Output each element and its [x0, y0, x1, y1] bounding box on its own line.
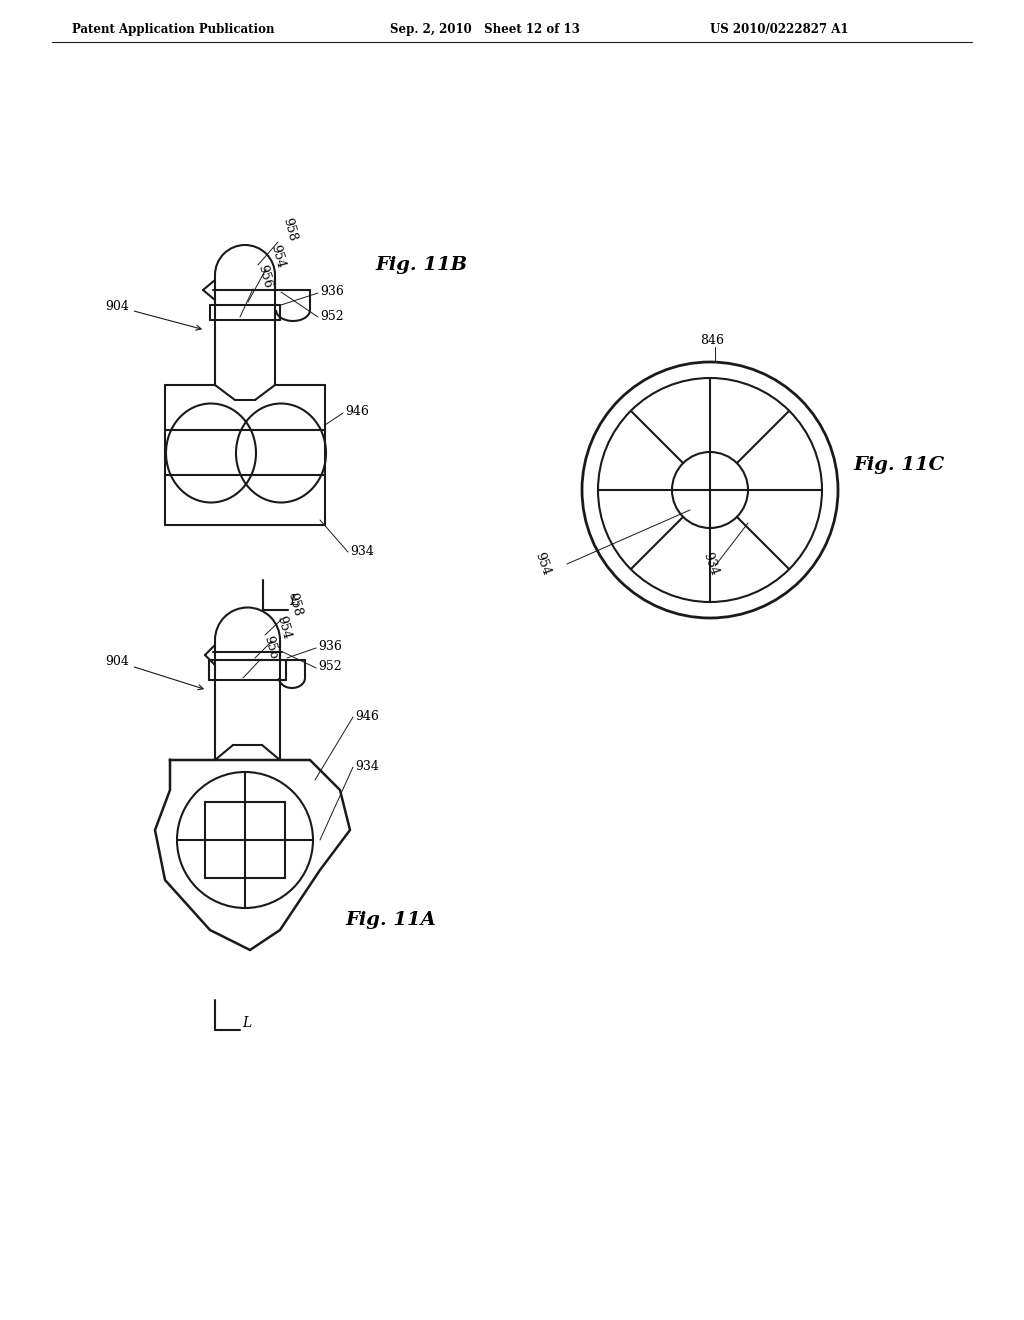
Text: 954: 954 — [268, 244, 287, 271]
Text: L: L — [242, 1016, 251, 1030]
Text: 956: 956 — [261, 635, 280, 661]
Text: 954: 954 — [532, 550, 552, 577]
Text: 958: 958 — [285, 591, 304, 618]
Text: 904: 904 — [105, 655, 203, 689]
Text: Fig. 11C: Fig. 11C — [853, 455, 944, 474]
Text: 956: 956 — [255, 264, 273, 290]
Text: 936: 936 — [319, 285, 344, 298]
Text: Patent Application Publication: Patent Application Publication — [72, 22, 274, 36]
Text: 946: 946 — [345, 405, 369, 418]
Text: Fig. 11A: Fig. 11A — [345, 911, 436, 929]
Text: Fig. 11B: Fig. 11B — [375, 256, 467, 275]
Text: 936: 936 — [318, 640, 342, 653]
Bar — [205, 803, 285, 878]
Text: 946: 946 — [355, 710, 379, 723]
Text: 952: 952 — [318, 660, 342, 673]
Text: 934: 934 — [700, 550, 720, 577]
Text: 904: 904 — [105, 300, 201, 330]
Text: 934: 934 — [350, 545, 374, 558]
Text: US 2010/0222827 A1: US 2010/0222827 A1 — [710, 22, 849, 36]
Text: Sep. 2, 2010   Sheet 12 of 13: Sep. 2, 2010 Sheet 12 of 13 — [390, 22, 580, 36]
Text: 846: 846 — [700, 334, 724, 347]
Text: L: L — [290, 594, 299, 609]
Text: 934: 934 — [355, 760, 379, 774]
Text: 958: 958 — [280, 216, 299, 243]
Text: 954: 954 — [274, 615, 293, 642]
Text: 952: 952 — [319, 310, 344, 323]
